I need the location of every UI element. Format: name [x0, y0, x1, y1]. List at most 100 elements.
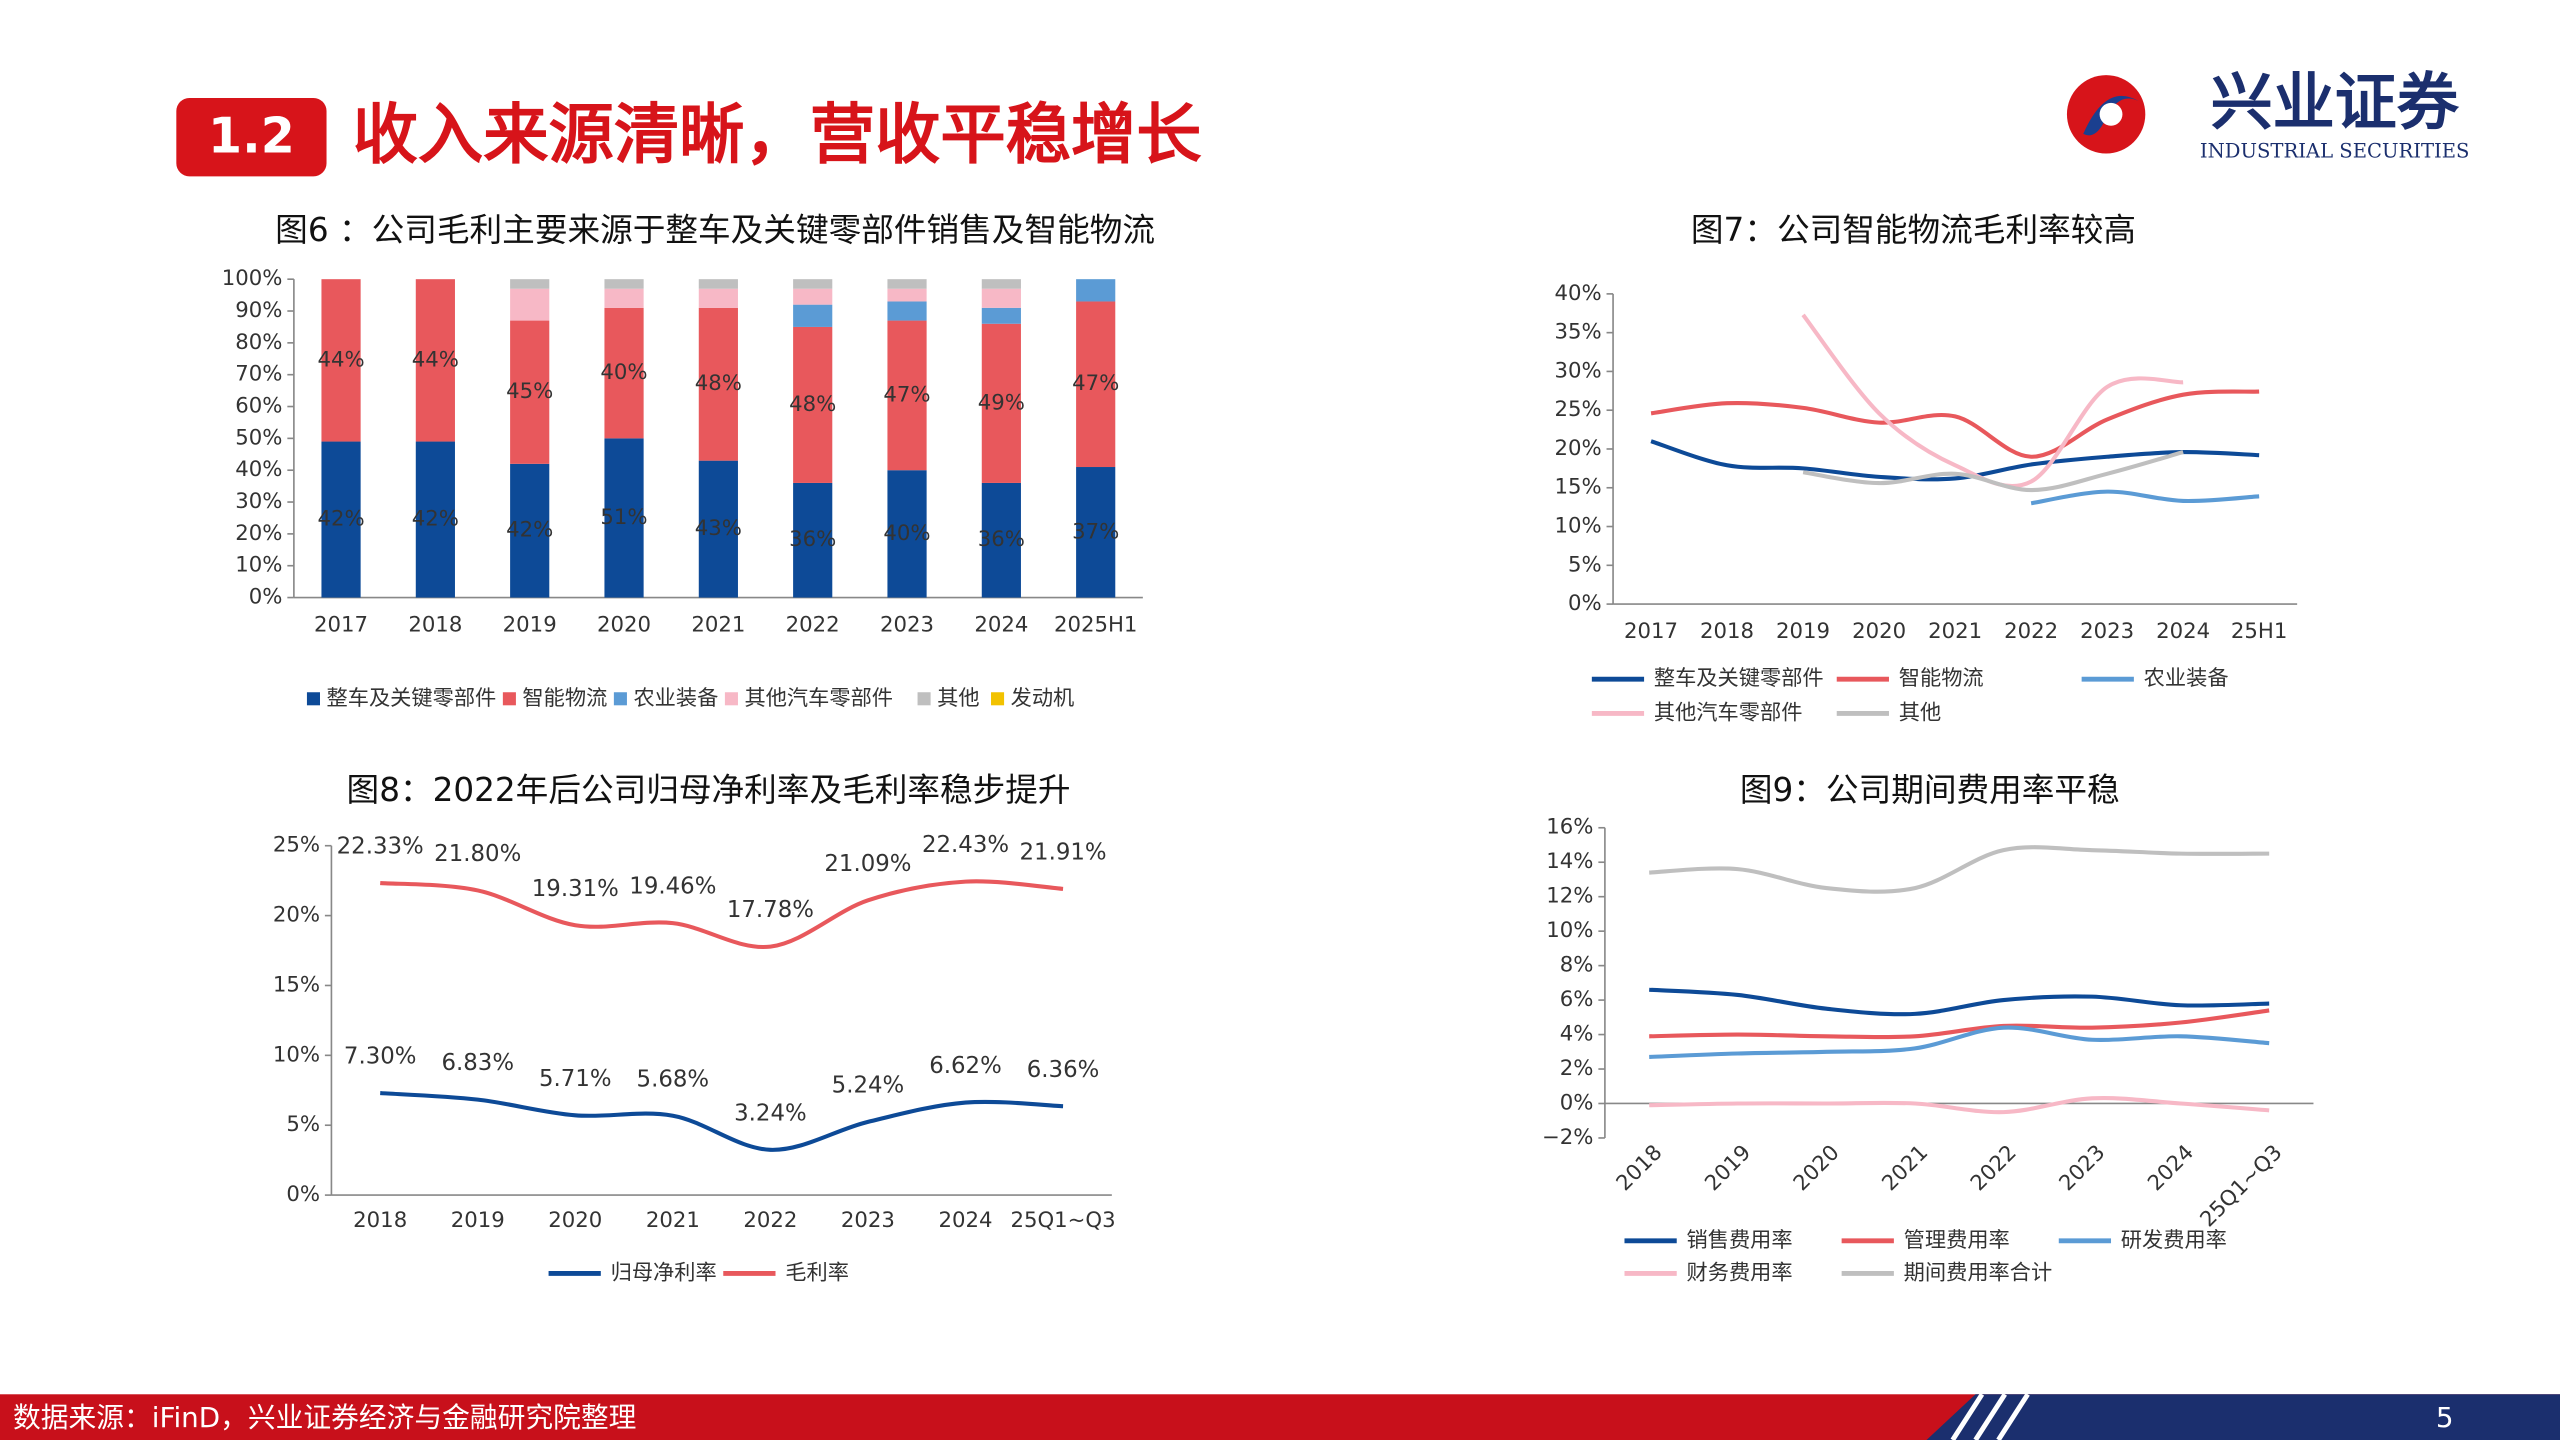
segment-label: 40% [600, 360, 647, 385]
bar-segment [981, 482, 1021, 598]
legend-label: 农业装备 [633, 686, 718, 711]
bar-segment [793, 279, 833, 289]
x-tick-label: 2025H1 [1054, 612, 1137, 637]
y-tick-label: 0% [249, 585, 283, 610]
bar-segment [981, 307, 1021, 324]
legend-swatch [613, 692, 627, 706]
value-label: 7.30% [344, 1044, 417, 1070]
x-tick-label: 2024 [939, 1208, 993, 1233]
x-tick-label: 2024 [2156, 619, 2210, 644]
x-tick-label: 25H1 [2231, 619, 2287, 644]
legend-label: 归母净利率 [611, 1260, 717, 1285]
legend-swatch [724, 692, 738, 706]
segment-label: 37% [1072, 519, 1119, 544]
x-tick-label: 2018 [1612, 1140, 1668, 1196]
bar-segment [510, 463, 550, 598]
bar-segment [604, 279, 644, 289]
segment-label: 49% [978, 390, 1025, 415]
segment-label: 44% [317, 347, 364, 372]
x-tick-label: 2019 [1700, 1140, 1756, 1196]
y-tick-label: 12% [1546, 884, 1593, 909]
logo-subtitle: INDUSTRIAL SECURITIES [2200, 139, 2470, 162]
x-tick-label: 2020 [1852, 619, 1906, 644]
y-tick-label: 5% [1568, 552, 1602, 577]
logo [2066, 75, 2146, 154]
line [1802, 450, 2184, 493]
line [1650, 439, 2260, 482]
bar-segment [321, 279, 361, 442]
y-tick-label: 4% [1560, 1022, 1594, 1047]
bar-segment [981, 279, 1021, 289]
chart-title: 图9：公司期间费用率平稳 [1740, 771, 2120, 809]
segment-label: 42% [317, 507, 364, 532]
x-tick-label: 2018 [353, 1208, 407, 1233]
x-tick-label: 2018 [1700, 619, 1754, 644]
bar-segment [793, 482, 833, 598]
bar-segment [321, 441, 361, 598]
x-tick-label: 25Q1~Q3 [2195, 1140, 2287, 1232]
y-tick-label: 2% [1560, 1056, 1594, 1081]
legend-label: 期间费用率合计 [1904, 1260, 2053, 1285]
legend-label: 其他 [937, 686, 979, 711]
bar-segment [981, 288, 1021, 308]
x-tick-label: 2021 [691, 612, 745, 637]
x-tick-label: 2022 [1966, 1140, 2022, 1196]
chart-title: 图7：公司智能物流毛利率较高 [1691, 211, 2136, 249]
x-tick-label: 2023 [841, 1208, 895, 1233]
bar-segment [887, 279, 927, 289]
logo-name: 兴业证券 [2211, 66, 2460, 139]
line [1650, 389, 2260, 459]
y-tick-label: 10% [235, 553, 282, 578]
section-badge [176, 97, 327, 177]
line [1649, 987, 2270, 1017]
x-tick-label: 2021 [1877, 1140, 1933, 1196]
chart-title: 图8：2022年后公司归母净利率及毛利率稳步提升 [347, 771, 1071, 809]
segment-label: 36% [789, 527, 836, 552]
y-tick-label: 14% [1546, 849, 1593, 874]
x-tick-label: 2023 [2080, 619, 2134, 644]
segment-label: 48% [695, 371, 742, 396]
legend-label: 销售费用率 [1687, 1228, 1793, 1253]
line [380, 1091, 1064, 1152]
segment-label: 44% [412, 347, 459, 372]
legend-swatch [991, 692, 1005, 706]
chart-title: 图6 ：公司毛利主要来源于整车及关键零部件销售及智能物流 [275, 211, 1155, 249]
legend-label: 整车及关键零部件 [327, 686, 497, 711]
y-tick-label: 15% [273, 972, 320, 997]
y-tick-label: 70% [235, 362, 282, 387]
x-tick-label: 2022 [786, 612, 840, 637]
x-tick-label: 2022 [743, 1208, 797, 1233]
y-tick-label: 80% [235, 330, 282, 355]
bar-segment [510, 288, 550, 321]
bar-segment [793, 326, 833, 483]
value-label: 17.78% [727, 897, 814, 923]
legend-label: 管理费用率 [1904, 1228, 2010, 1253]
x-tick-label: 2017 [1624, 619, 1678, 644]
legend-label: 其他汽车零部件 [1654, 700, 1803, 725]
value-label: 21.09% [824, 851, 911, 877]
legend-label: 其他 [1899, 700, 1941, 725]
bar-segment [887, 470, 927, 598]
x-tick-label: 2019 [503, 612, 557, 637]
x-tick-label: 2017 [314, 612, 368, 637]
y-tick-label: 8% [1560, 953, 1594, 978]
line [1649, 1008, 2270, 1040]
footer-stripe [1926, 1394, 2560, 1440]
y-tick-label: −2% [1542, 1125, 1593, 1150]
y-tick-label: 0% [286, 1182, 320, 1207]
bar-segment [793, 304, 833, 327]
legend-label: 研发费用率 [2121, 1228, 2227, 1253]
x-tick-label: 2024 [2143, 1140, 2199, 1196]
y-tick-label: 60% [235, 394, 282, 419]
y-tick-label: 6% [1560, 987, 1594, 1012]
value-label: 22.43% [922, 832, 1009, 858]
value-label: 3.24% [734, 1100, 807, 1126]
segment-label: 51% [600, 505, 647, 530]
segment-label: 42% [506, 518, 553, 543]
y-tick-label: 10% [1546, 918, 1593, 943]
y-tick-label: 16% [1546, 815, 1593, 840]
bar-segment [793, 288, 833, 305]
value-label: 6.83% [441, 1050, 514, 1076]
segment-label: 48% [789, 392, 836, 417]
